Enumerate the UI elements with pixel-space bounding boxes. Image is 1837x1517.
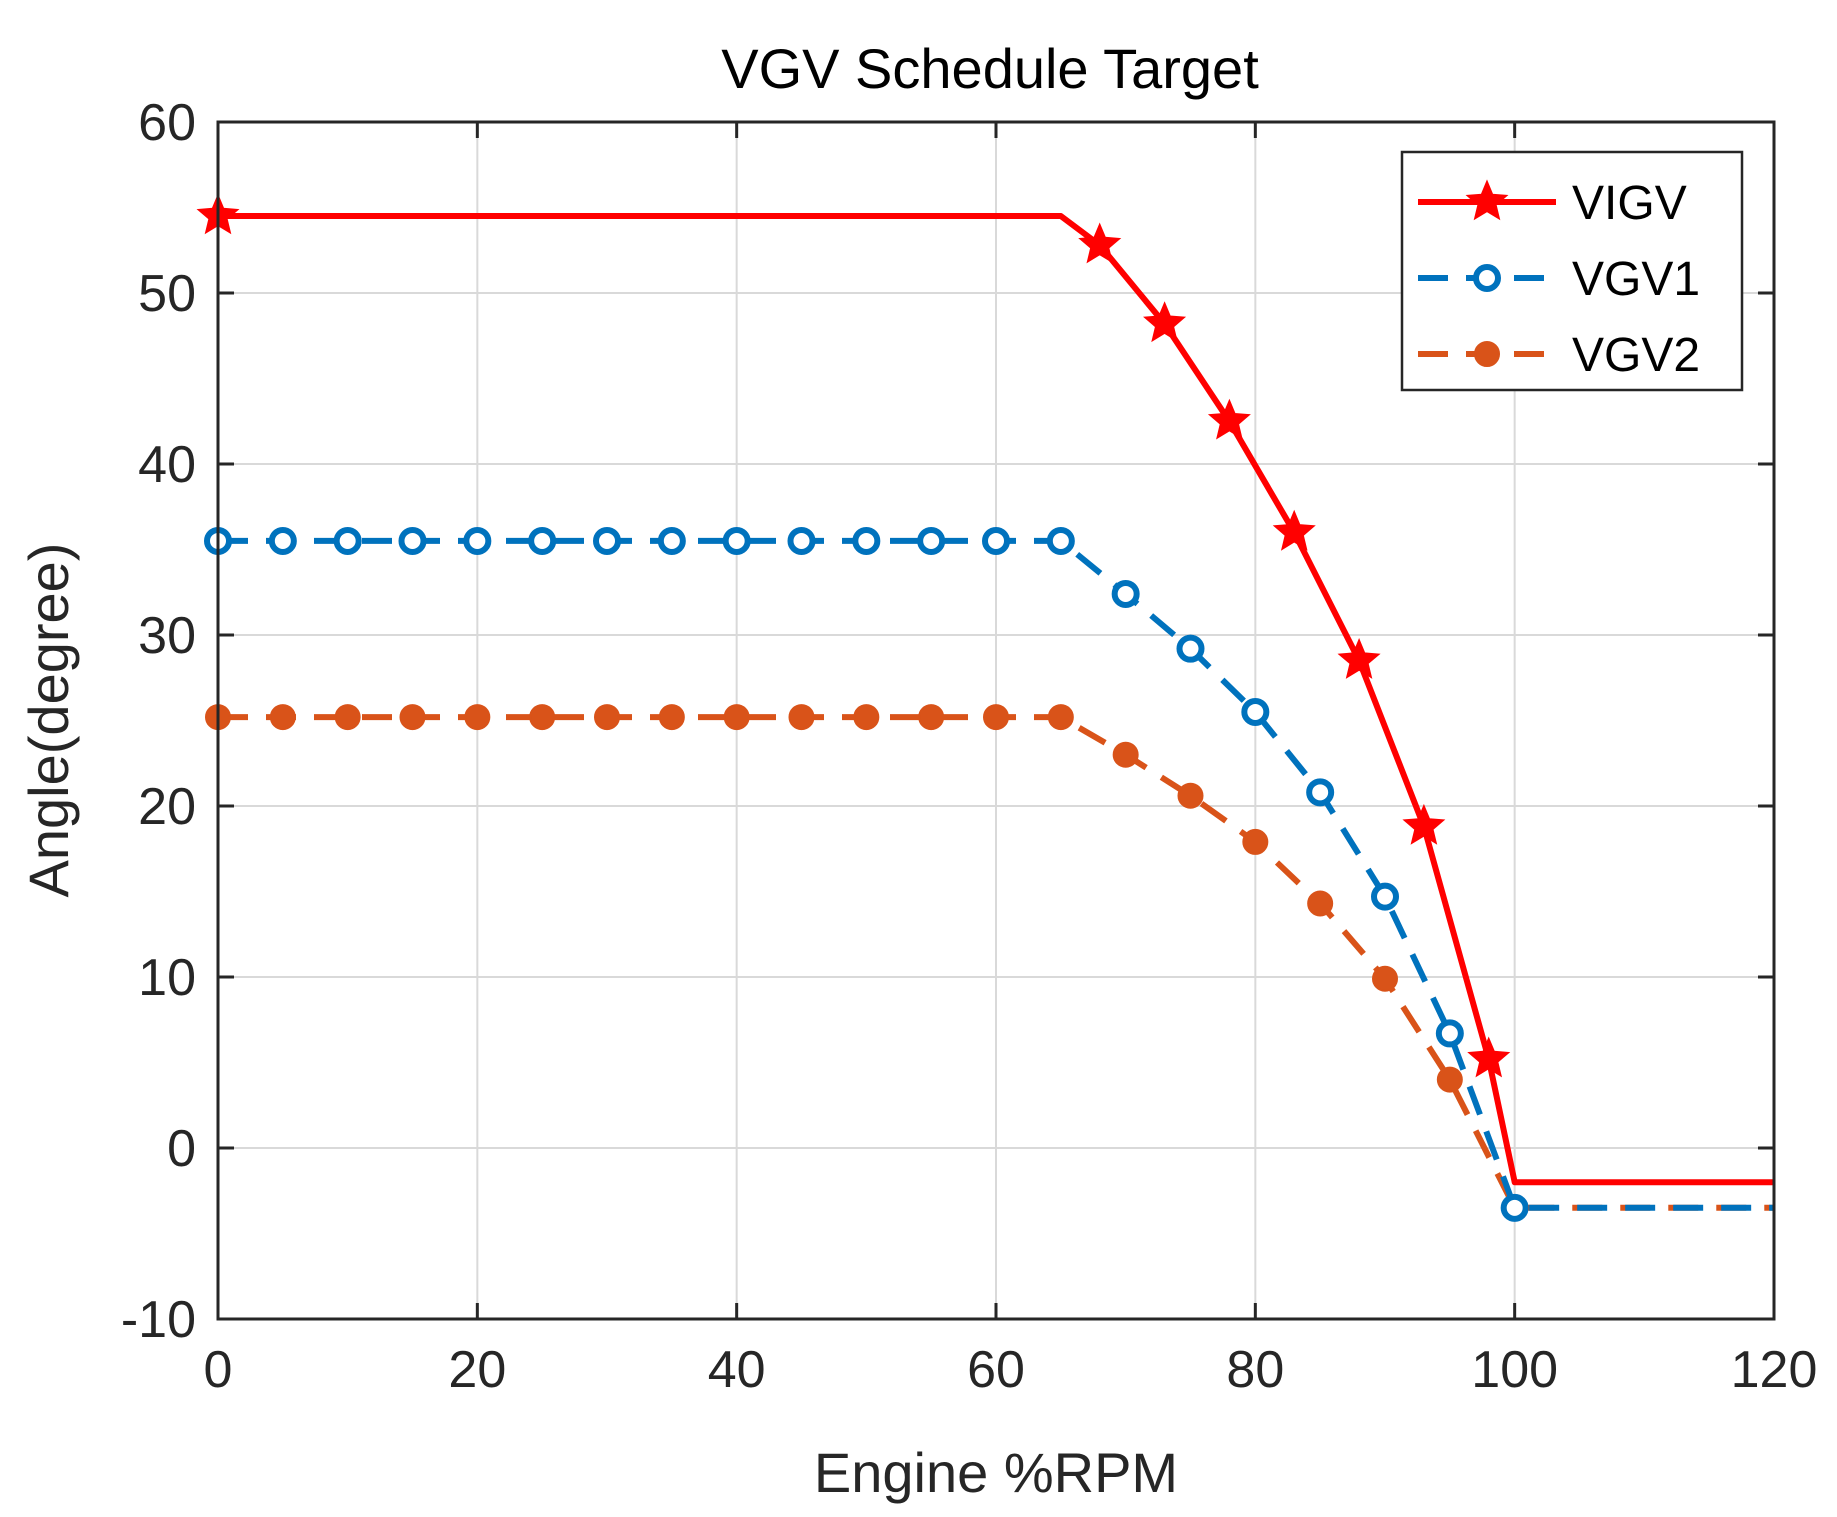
y-tick-label: 30	[138, 607, 196, 665]
data-point-vgv2	[983, 704, 1009, 731]
x-tick-label: 60	[967, 1341, 1025, 1399]
x-tick-label: 20	[448, 1341, 506, 1399]
series-line-vgv1	[218, 537, 1774, 1211]
x-tick-label: 40	[708, 1341, 766, 1399]
y-tick-label: 50	[138, 265, 196, 323]
data-point-vgv1	[398, 526, 427, 555]
y-tick-label: 10	[138, 949, 196, 1007]
x-axis-title: Engine %RPM	[814, 1441, 1178, 1504]
data-point-vgv2	[723, 704, 750, 731]
data-point-vigv	[1143, 301, 1187, 343]
y-tick-label: 60	[138, 94, 196, 152]
data-point-vgv1	[1241, 697, 1270, 726]
data-point-vgv1	[917, 526, 946, 555]
x-tick-label: 80	[1226, 1341, 1284, 1399]
data-point-vgv2	[1177, 782, 1204, 809]
data-point-vgv1	[1306, 778, 1335, 807]
data-point-vgv1	[657, 526, 686, 555]
data-point-vgv2	[1307, 890, 1334, 917]
data-point-vigv	[1272, 509, 1316, 551]
data-point-vgv2	[1372, 965, 1398, 992]
data-point-vgv1	[333, 526, 362, 555]
data-point-vgv2	[788, 704, 815, 731]
x-tick-label: 100	[1471, 1341, 1558, 1399]
data-point-vgv2	[529, 704, 556, 731]
legend: VIGV VGV1 VGV2	[1400, 150, 1744, 392]
data-point-vgv2	[399, 704, 426, 731]
data-point-vgv1	[852, 526, 881, 555]
series-layer	[196, 193, 1774, 1222]
data-point-vgv2	[269, 704, 296, 731]
data-point-vgv1	[593, 526, 621, 555]
data-point-vgv2	[1436, 1066, 1463, 1093]
series-line-vgv2	[218, 714, 1774, 1211]
data-point-vgv2	[918, 704, 945, 731]
data-point-vgv1	[268, 526, 297, 555]
data-point-vgv1	[1500, 1193, 1529, 1222]
y-tick-label: -10	[121, 1291, 196, 1349]
legend-box	[1400, 150, 1744, 392]
data-point-vgv1	[722, 526, 751, 555]
data-point-vigv	[1402, 803, 1446, 845]
y-tick-label: 0	[167, 1120, 196, 1178]
data-point-vgv1	[1046, 526, 1075, 555]
data-point-vgv1	[982, 526, 1010, 555]
data-point-vgv1	[1111, 579, 1140, 608]
legend-label-vgv1: VGV1	[1572, 253, 1700, 306]
x-tick-label: 0	[204, 1341, 233, 1399]
data-point-vigv	[1207, 398, 1251, 440]
data-point-vgv1	[528, 526, 557, 555]
data-point-vgv2	[853, 704, 880, 731]
data-point-vgv2	[464, 704, 491, 731]
data-point-vgv2	[1112, 741, 1139, 768]
y-tick-label: 40	[138, 436, 196, 494]
y-tick-label: 20	[138, 778, 196, 836]
legend-marker-vgv1	[1473, 264, 1501, 292]
data-point-vgv1	[787, 526, 816, 555]
legend-label-vigv: VIGV	[1572, 177, 1687, 230]
data-point-vgv1	[463, 526, 492, 555]
data-point-vgv2	[658, 704, 685, 731]
data-point-vgv1	[1371, 882, 1399, 911]
data-point-vgv2	[334, 704, 361, 731]
x-tick-label: 120	[1731, 1341, 1818, 1399]
legend-label-vgv2: VGV2	[1572, 329, 1700, 382]
data-point-vigv	[1078, 222, 1122, 264]
legend-marker-vigv	[1465, 179, 1509, 221]
legend-marker-vgv2	[1474, 341, 1500, 367]
data-point-vgv2	[1242, 828, 1269, 855]
data-point-vigv	[1467, 1036, 1511, 1078]
chart-title: VGV Schedule Target	[721, 37, 1259, 100]
y-axis-title: Angle(degree)	[17, 543, 80, 898]
data-point-vgv1	[1435, 1019, 1464, 1048]
data-point-vgv2	[594, 704, 620, 731]
data-point-vgv1	[1176, 634, 1205, 663]
data-point-vigv	[1337, 637, 1381, 679]
data-point-vgv2	[1047, 704, 1074, 731]
